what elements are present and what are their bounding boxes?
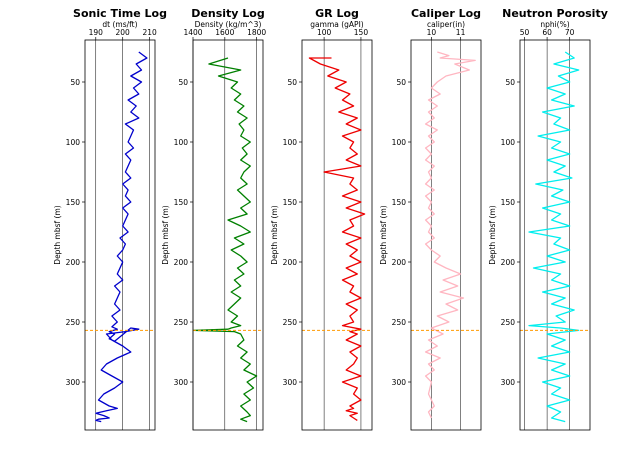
y-tick-label: 200	[283, 258, 298, 267]
log-series-line	[528, 51, 580, 423]
y-tick-label: 300	[392, 378, 407, 387]
x-tick-label: 50	[520, 28, 530, 37]
y-tick-label: 100	[392, 138, 407, 147]
panel-title: GR Log	[315, 7, 359, 20]
panel-title: Caliper Log	[411, 7, 481, 20]
y-tick-label: 300	[283, 378, 298, 387]
x-tick-label: 60	[542, 28, 552, 37]
x-axis-label: caliper(in)	[427, 20, 465, 29]
y-tick-label: 100	[174, 138, 189, 147]
x-tick-label: 1800	[247, 28, 266, 37]
y-tick-label: 50	[70, 78, 80, 87]
log-series-line	[424, 51, 476, 419]
y-tick-label: 150	[174, 198, 189, 207]
y-tick-label: 50	[287, 78, 297, 87]
log-series-line	[95, 51, 148, 423]
y-tick-label: 200	[392, 258, 407, 267]
x-tick-label: 1600	[215, 28, 234, 37]
y-tick-label: 50	[505, 78, 515, 87]
y-tick-label: 100	[501, 138, 516, 147]
plot-frame	[519, 39, 591, 431]
x-tick-label: 70	[565, 28, 575, 37]
y-tick-label: 200	[174, 258, 189, 267]
plot-frame	[410, 39, 482, 431]
y-tick-label: 250	[66, 318, 81, 327]
y-tick-label: 50	[396, 78, 406, 87]
panel-title: Density Log	[191, 7, 264, 20]
x-axis-label: Density (kg/m^3)	[195, 20, 262, 29]
y-tick-label: 300	[174, 378, 189, 387]
y-tick-label: 250	[174, 318, 189, 327]
x-axis-label: gamma (gAPI)	[310, 20, 364, 29]
y-tick-label: 250	[392, 318, 407, 327]
y-tick-label: 150	[501, 198, 516, 207]
x-tick-label: 11	[456, 28, 466, 37]
y-tick-label: 100	[283, 138, 298, 147]
x-tick-label: 1400	[183, 28, 202, 37]
panel-title: Sonic Time Log	[73, 7, 167, 20]
x-tick-label: 210	[142, 28, 157, 37]
x-axis-label: nphi(%)	[540, 20, 569, 29]
x-axis-label: dt (ms/ft)	[102, 20, 137, 29]
y-tick-label: 300	[501, 378, 516, 387]
y-axis-label: Depth mbsf (m)	[53, 205, 62, 264]
y-tick-label: 150	[392, 198, 407, 207]
y-tick-label: 100	[66, 138, 81, 147]
y-axis-label: Depth mbsf (m)	[161, 205, 170, 264]
panel-title: Neutron Porosity	[502, 7, 608, 20]
x-tick-label: 190	[89, 28, 104, 37]
plot-frame	[84, 39, 156, 431]
y-tick-label: 150	[283, 198, 298, 207]
y-tick-label: 200	[66, 258, 81, 267]
x-tick-label: 10	[427, 28, 437, 37]
log-series-line	[308, 57, 366, 421]
x-tick-label: 100	[317, 28, 332, 37]
y-tick-label: 250	[283, 318, 298, 327]
plot-frame	[301, 39, 373, 431]
y-axis-label: Depth mbsf (m)	[488, 205, 497, 264]
plot-frame	[192, 39, 264, 431]
y-tick-label: 200	[501, 258, 516, 267]
y-axis-label: Depth mbsf (m)	[270, 205, 279, 264]
y-tick-label: 300	[66, 378, 81, 387]
x-tick-label: 200	[116, 28, 131, 37]
log-series-line	[193, 57, 258, 423]
y-tick-label: 150	[66, 198, 81, 207]
y-tick-label: 250	[501, 318, 516, 327]
x-tick-label: 150	[354, 28, 369, 37]
y-tick-label: 50	[178, 78, 188, 87]
y-axis-label: Depth mbsf (m)	[379, 205, 388, 264]
